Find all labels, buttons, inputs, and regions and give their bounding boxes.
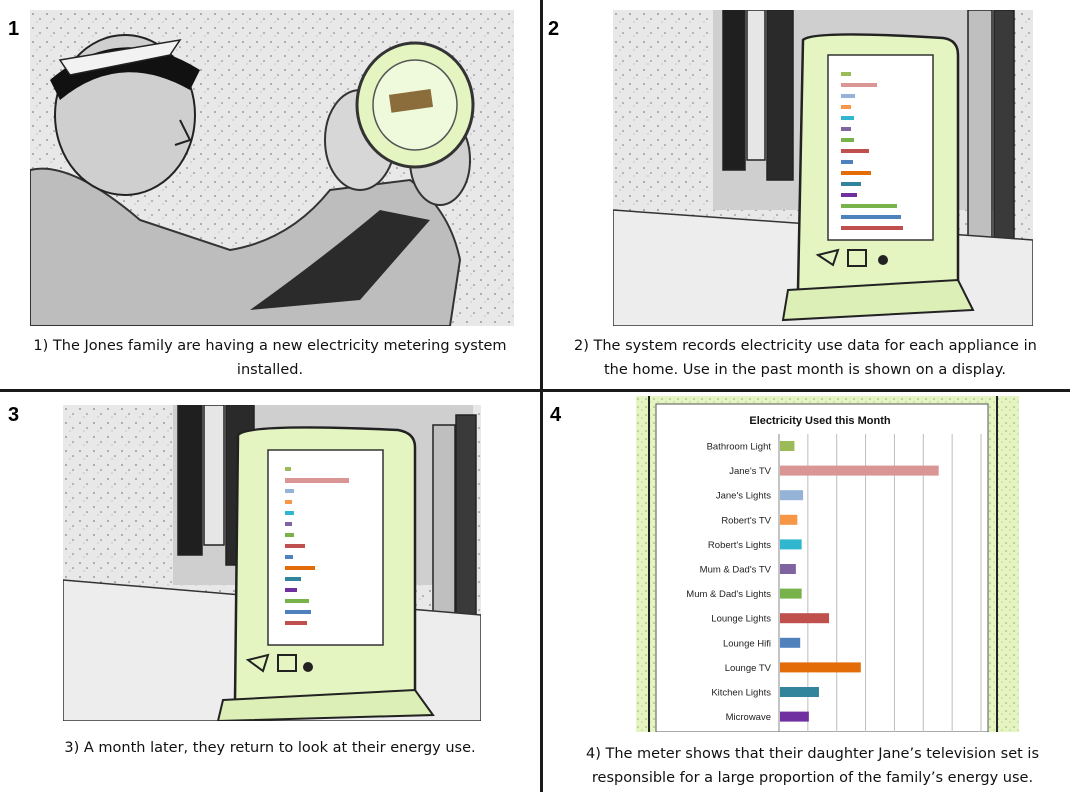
chart-title: Electricity Used this Month bbox=[749, 415, 890, 427]
caption-line: 4) The meter shows that their daughter J… bbox=[585, 746, 1040, 762]
category-label: Microwave bbox=[726, 712, 771, 723]
caption-line: 2) The system records electricity use da… bbox=[574, 338, 1037, 354]
panel-1-caption: 1) The Jones family are having a new ele… bbox=[0, 334, 540, 382]
bar bbox=[780, 637, 801, 648]
category-label: Lounge Lights bbox=[711, 614, 771, 625]
panel-3-illustration bbox=[63, 405, 481, 721]
panel-2-caption: 2) The system records electricity use da… bbox=[574, 334, 1070, 382]
panel-4-chart-display: Electricity Used this Month Bathroom Lig… bbox=[636, 396, 1019, 732]
category-label: Bathroom Light bbox=[707, 442, 772, 453]
bar bbox=[780, 539, 802, 550]
category-label: Lounge TV bbox=[725, 663, 772, 674]
caption-line: the home. Use in the past month is shown… bbox=[604, 362, 1006, 378]
category-label: Mum & Dad's Lights bbox=[686, 589, 771, 600]
bar bbox=[780, 465, 939, 476]
caption-line: 1) The Jones family are having a new ele… bbox=[33, 338, 507, 354]
category-label: Mum & Dad's TV bbox=[700, 565, 772, 576]
bar bbox=[780, 564, 796, 574]
vertical-divider bbox=[540, 0, 543, 792]
panel-4-caption: 4) The meter shows that their daughter J… bbox=[555, 742, 1070, 790]
category-label: Robert's Lights bbox=[708, 540, 771, 551]
panel-1-number: 1 bbox=[8, 18, 20, 40]
bar bbox=[780, 588, 802, 599]
horizontal-divider bbox=[0, 389, 1070, 392]
panel-2-number: 2 bbox=[548, 18, 560, 40]
category-label: Robert's TV bbox=[721, 515, 771, 526]
bar bbox=[780, 711, 809, 722]
bar bbox=[780, 441, 795, 451]
panel-2-screen-bars bbox=[841, 72, 903, 230]
caption-line: responsible for a large proportion of th… bbox=[591, 770, 1034, 786]
category-label: Jane's TV bbox=[729, 466, 771, 477]
panel-2-illustration bbox=[613, 10, 1033, 326]
electricity-chart: Electricity Used this Month Bathroom Lig… bbox=[636, 396, 1019, 732]
category-label: Jane's Lights bbox=[716, 491, 771, 502]
panel-3-number: 3 bbox=[8, 404, 20, 426]
bar bbox=[780, 662, 861, 673]
bar bbox=[780, 490, 804, 501]
category-label: Lounge Hifi bbox=[723, 638, 771, 649]
panel-4-number: 4 bbox=[550, 404, 562, 426]
bar bbox=[780, 613, 830, 624]
caption-line: 3) A month later, they return to look at… bbox=[64, 740, 476, 756]
bar bbox=[780, 514, 798, 525]
category-label: Kitchen Lights bbox=[711, 688, 771, 699]
panel-1-illustration bbox=[30, 10, 514, 326]
panel-3-screen-bars bbox=[285, 467, 349, 625]
caption-line: installed. bbox=[236, 362, 304, 378]
bar bbox=[780, 687, 819, 697]
panel-3-caption: 3) A month later, they return to look at… bbox=[0, 736, 540, 760]
